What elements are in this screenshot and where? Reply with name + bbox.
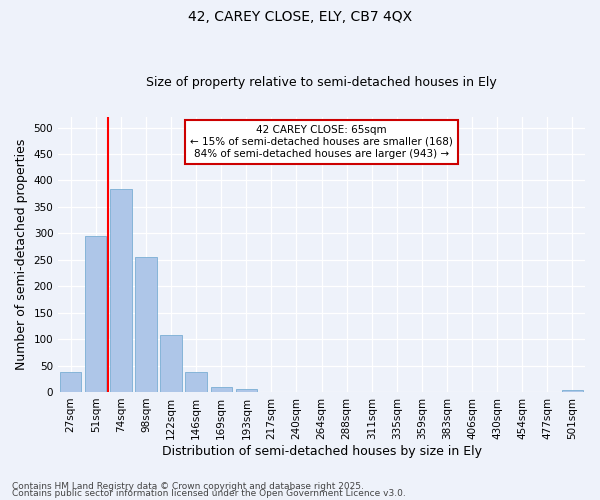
Text: 42, CAREY CLOSE, ELY, CB7 4QX: 42, CAREY CLOSE, ELY, CB7 4QX — [188, 10, 412, 24]
Bar — [136, 257, 157, 392]
Bar — [562, 390, 583, 392]
Bar — [85, 236, 106, 392]
Text: Contains public sector information licensed under the Open Government Licence v3: Contains public sector information licen… — [12, 489, 406, 498]
Bar — [160, 336, 182, 392]
Text: Contains HM Land Registry data © Crown copyright and database right 2025.: Contains HM Land Registry data © Crown c… — [12, 482, 364, 491]
Bar — [110, 190, 131, 392]
Text: 42 CAREY CLOSE: 65sqm
← 15% of semi-detached houses are smaller (168)
84% of sem: 42 CAREY CLOSE: 65sqm ← 15% of semi-deta… — [190, 126, 453, 158]
Y-axis label: Number of semi-detached properties: Number of semi-detached properties — [15, 139, 28, 370]
Bar — [236, 389, 257, 392]
Title: Size of property relative to semi-detached houses in Ely: Size of property relative to semi-detach… — [146, 76, 497, 90]
Bar — [211, 386, 232, 392]
Bar — [60, 372, 82, 392]
X-axis label: Distribution of semi-detached houses by size in Ely: Distribution of semi-detached houses by … — [161, 444, 482, 458]
Bar — [185, 372, 207, 392]
